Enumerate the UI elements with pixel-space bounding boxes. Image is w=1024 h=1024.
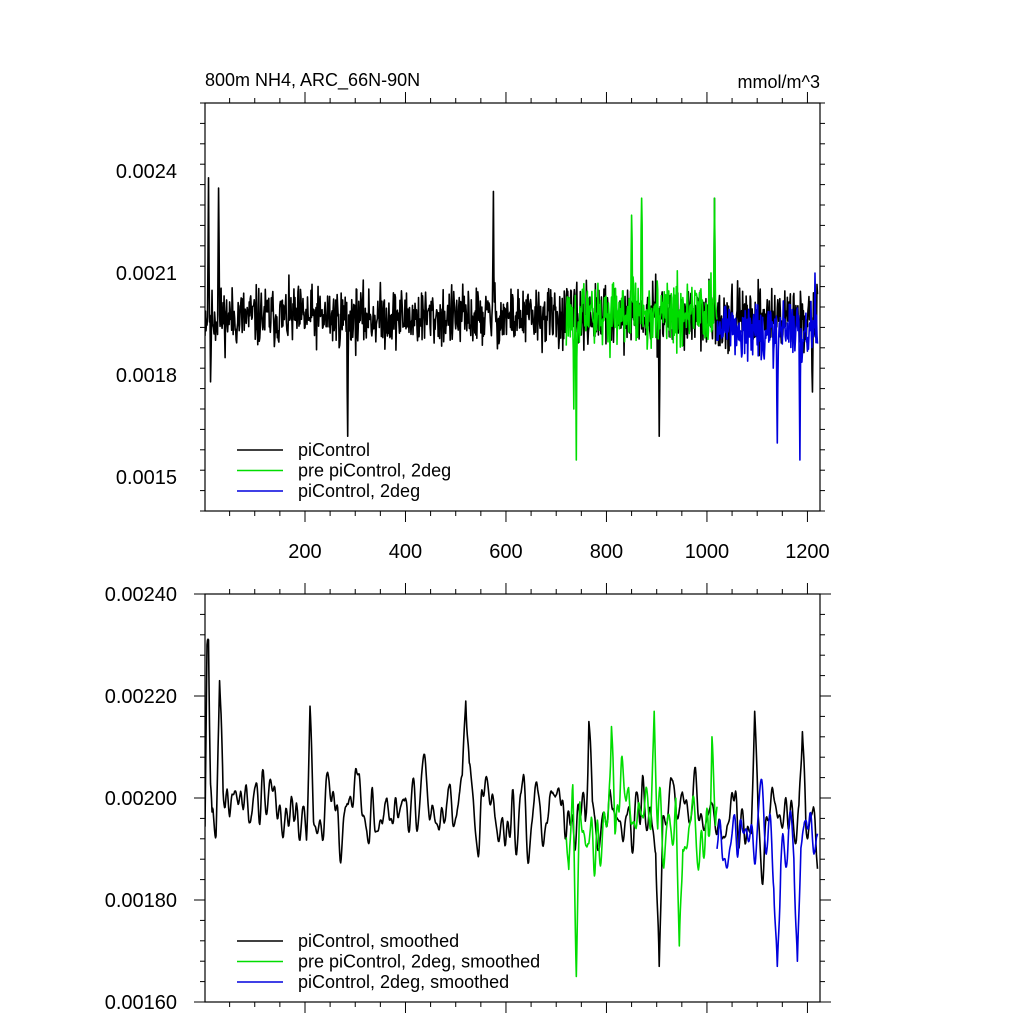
y-tick-label: 0.00220 — [105, 686, 177, 708]
series-line-1 — [565, 197, 718, 461]
x-tick-label: 200 — [288, 541, 321, 563]
x-tick-label: 800 — [590, 541, 623, 563]
top-chart-units: mmol/m^3 — [738, 72, 820, 92]
x-tick-label: 600 — [489, 541, 522, 563]
y-tick-label: 0.0015 — [116, 467, 177, 489]
x-tick-label: 1200 — [785, 541, 830, 563]
y-tick-label: 0.00200 — [105, 788, 177, 810]
top-chart-panel: 800m NH4, ARC_66N-90N mmol/m^3 200 400 600… — [116, 70, 830, 563]
legend-label: piControl, 2deg — [298, 481, 420, 501]
y-tick-label: 0.00160 — [105, 992, 177, 1014]
y-tick-label: 0.0021 — [116, 263, 177, 285]
y-tick-label: 0.0018 — [116, 365, 177, 387]
legend-label: pre piControl, 2deg, smoothed — [298, 952, 540, 972]
legend-label: piControl — [298, 440, 370, 460]
top-chart-title: 800m NH4, ARC_66N-90N — [205, 70, 420, 91]
series-line-2 — [716, 778, 819, 968]
legend-label: piControl, 2deg, smoothed — [298, 972, 509, 992]
legend-label: piControl, smoothed — [298, 931, 459, 951]
series-line-0 — [205, 177, 819, 437]
series-line-1 — [565, 710, 718, 978]
y-tick-label: 0.0024 — [116, 161, 177, 183]
x-tick-label: 400 — [389, 541, 422, 563]
series-line-0 — [205, 638, 819, 968]
x-tick-label: 1000 — [685, 541, 730, 563]
y-tick-label: 0.00180 — [105, 890, 177, 912]
series-line-2 — [716, 272, 819, 461]
y-tick-label: 0.00240 — [105, 584, 177, 606]
legend-label: pre piControl, 2deg — [298, 461, 451, 481]
bottom-chart-panel: 0.00160 0.00180 0.00200 0.00220 0.00240 piCon… — [105, 583, 831, 1014]
